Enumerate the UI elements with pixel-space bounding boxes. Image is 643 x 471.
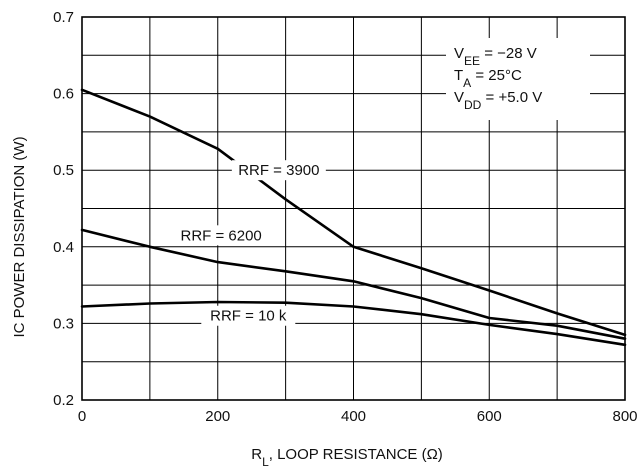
tick-labels: 0 200 400 600 800 0.2 0.3 0.4 0.5 0.6 0.7 [53, 9, 637, 425]
x-axis-label-subscript: L [262, 455, 269, 469]
series-labels: RRF = 3900 RRF = 6200 RRF = 10 k [174, 160, 326, 326]
condition-symbol: V [454, 45, 464, 62]
condition-symbol: V [454, 89, 464, 106]
condition-subscript: EE [464, 54, 480, 68]
condition-value: = 25°C [471, 67, 522, 84]
series-label-bg [231, 160, 326, 181]
series-label-bg [174, 225, 269, 246]
condition-line-1: VEE = −28 V [454, 45, 537, 68]
y-tick-label: 0.7 [53, 9, 74, 26]
series-label-1: RRF = 3900 [238, 162, 319, 179]
condition-value: = −28 V [480, 45, 537, 62]
series-line-2 [80, 228, 627, 341]
y-tick-label: 0.6 [53, 86, 74, 103]
x-tick-label: 200 [205, 408, 230, 425]
series-line-1 [80, 88, 627, 337]
condition-symbol: T [454, 67, 463, 84]
x-axis-label-symbol: R [251, 446, 262, 463]
condition-subscript: DD [464, 98, 482, 112]
series-label-bg [201, 305, 296, 326]
y-tick-label: 0.4 [53, 239, 74, 256]
x-axis-label-text: , LOOP RESISTANCE (Ω) [269, 446, 443, 463]
x-tick-label: 400 [341, 408, 366, 425]
condition-line-3: VDD = +5.0 V [454, 89, 542, 112]
x-tick-label: 0 [78, 408, 86, 425]
condition-line-2: TA = 25°C [454, 67, 522, 90]
conditions-box [446, 38, 590, 120]
series-lines [80, 88, 627, 347]
condition-value: = +5.0 V [481, 89, 542, 106]
condition-subscript: A [463, 76, 471, 90]
y-tick-label: 0.5 [53, 162, 74, 179]
series-line-3 [80, 300, 627, 347]
y-tick-label: 0.3 [53, 315, 74, 332]
x-tick-label: 600 [477, 408, 502, 425]
series-label-2: RRF = 6200 [180, 227, 261, 244]
plot-frame [81, 16, 626, 401]
x-tick-label: 800 [612, 408, 637, 425]
series-label-3: RRF = 10 k [210, 308, 287, 325]
x-axis-label: RL, LOOP RESISTANCE (Ω) [251, 446, 443, 469]
y-tick-label: 0.2 [53, 392, 74, 409]
y-axis-label: IC POWER DISSIPATION (W) [11, 136, 28, 337]
